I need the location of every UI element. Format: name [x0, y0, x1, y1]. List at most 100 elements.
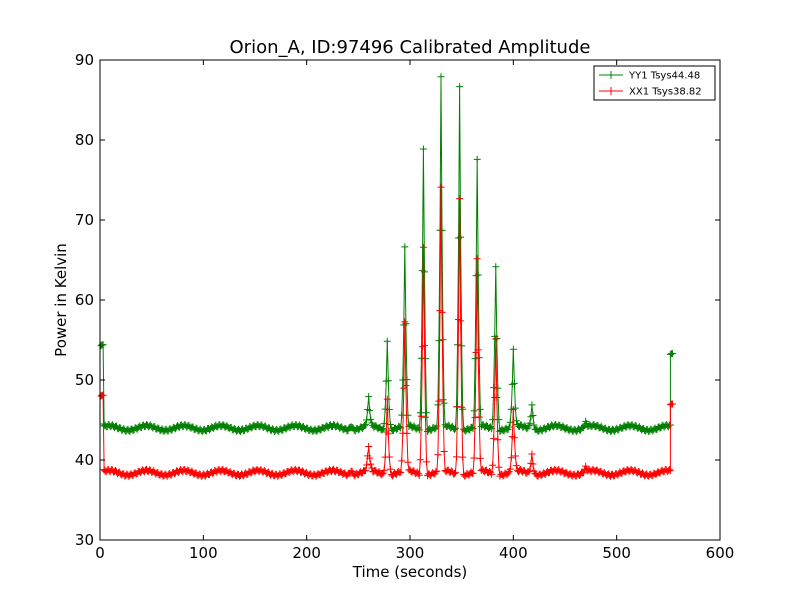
data-point [473, 155, 481, 163]
data-point [420, 342, 428, 350]
data-point [378, 426, 386, 434]
data-point [99, 341, 107, 349]
data-point [529, 411, 537, 419]
data-point [453, 453, 460, 461]
data-point [529, 460, 537, 468]
x-tick-label: 0 [95, 544, 105, 562]
data-point [415, 426, 423, 434]
data-point [451, 424, 459, 432]
data-point [404, 411, 412, 419]
x-tick-label: 600 [706, 544, 735, 562]
data-point [458, 403, 466, 411]
data-point [433, 467, 441, 475]
data-point [380, 466, 388, 474]
legend-label: XX1 Tsys38.82 [629, 87, 702, 98]
y-tick-label: 30 [75, 531, 94, 549]
data-point [396, 423, 404, 431]
data-point [366, 454, 374, 462]
data-point [470, 454, 478, 462]
legend-label: YY1 Tsys44.48 [628, 71, 700, 82]
data-point [526, 419, 534, 427]
data-point [489, 416, 497, 424]
data-point [456, 195, 464, 203]
data-point [457, 233, 465, 241]
data-point [439, 336, 447, 344]
data-point [435, 397, 443, 405]
data-point [471, 355, 479, 363]
data-point [99, 391, 107, 399]
x-tick-label: 400 [499, 544, 528, 562]
data-point [420, 268, 428, 276]
data-point [435, 337, 443, 345]
data-point [474, 271, 482, 279]
data-point [490, 435, 498, 443]
data-point [458, 342, 466, 350]
data-point [494, 384, 502, 392]
data-point [423, 458, 431, 466]
data-point [383, 337, 391, 345]
data-point [404, 458, 412, 466]
data-point [665, 465, 673, 473]
data-point [528, 450, 536, 458]
data-point [526, 466, 534, 474]
data-point [417, 412, 425, 420]
data-point [438, 308, 446, 316]
data-point [475, 354, 483, 362]
data-point [422, 355, 429, 363]
data-point [494, 436, 502, 444]
ticks-layer: 0 100 200 300 400 500 600 30 40 50 60 70 80 90 [75, 51, 734, 562]
y-tick-label: 60 [75, 291, 94, 309]
data-point [437, 73, 445, 81]
y-tick-label: 70 [75, 211, 94, 229]
y-tick-label: 50 [75, 371, 94, 389]
data-point [512, 462, 520, 470]
data-point [401, 318, 409, 326]
data-point [456, 83, 464, 91]
data-point [438, 226, 446, 234]
chart-title: Orion_A, ID:97496 Calibrated Amplitude [230, 37, 591, 58]
data-point [386, 465, 394, 473]
data-point [470, 407, 478, 415]
data-point [367, 460, 375, 468]
data-point [459, 453, 467, 461]
series-markers [97, 183, 676, 480]
data-point [454, 341, 462, 349]
data-point [507, 454, 515, 462]
data-point [403, 429, 411, 437]
data-point [492, 335, 500, 343]
data-point [361, 421, 369, 429]
data-point [414, 470, 422, 478]
x-tick-label: 200 [292, 544, 321, 562]
legend-box [593, 65, 716, 101]
data-point [509, 406, 517, 414]
data-point [434, 451, 442, 459]
data-point [492, 263, 500, 271]
data-point [397, 468, 405, 476]
data-point [433, 422, 441, 430]
data-point [434, 401, 442, 409]
data-point [506, 465, 514, 473]
data-point [379, 425, 387, 433]
data-point [401, 243, 409, 251]
data-point [511, 452, 519, 460]
x-axis-label: Time (seconds) [352, 563, 468, 581]
data-point [505, 423, 513, 431]
data-point [471, 414, 479, 422]
data-point [419, 145, 427, 153]
data-point [362, 467, 370, 475]
data-point [474, 346, 482, 354]
data-point [437, 183, 445, 191]
x-tick-label: 100 [189, 544, 218, 562]
data-point [495, 463, 503, 471]
data-point [490, 384, 498, 392]
data-point [419, 243, 427, 251]
data-point [454, 403, 462, 411]
data-point [398, 457, 406, 465]
data-point [367, 415, 375, 423]
x-tick-label: 500 [602, 544, 631, 562]
legend: YY1 Tsys44.48 XX1 Tsys38.82 [593, 65, 716, 101]
data-point [398, 411, 406, 419]
data-point [416, 456, 424, 464]
data-point [363, 461, 371, 469]
data-point [365, 442, 373, 450]
